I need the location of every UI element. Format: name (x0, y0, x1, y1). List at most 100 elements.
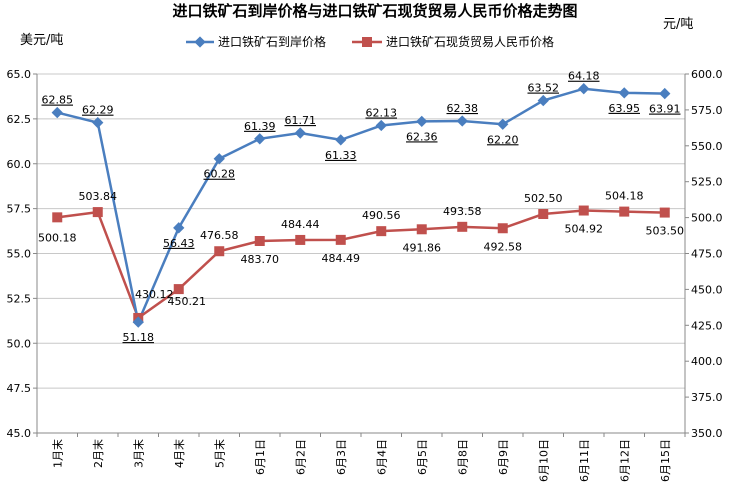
data-point-series-2 (497, 223, 508, 234)
left-axis-tick-label: 45.0 (7, 427, 32, 440)
data-label-series-2: 450.21 (168, 295, 207, 308)
data-point-series-1 (173, 222, 185, 234)
data-label-series-2: 491.86 (403, 241, 442, 254)
legend-item-series-2[interactable]: 进口铁矿石现货贸易人民币价格 (352, 34, 554, 49)
data-label-series-1: 62.13 (366, 107, 398, 120)
plot-area: 45.0 47.5 50.0 52.5 55.0 57.5 60.0 62.5 65.0 350.… (7, 68, 723, 482)
data-point-series-1 (375, 119, 387, 132)
x-axis-tick-label: 6月8日 (456, 439, 469, 475)
data-label-series-2: 500.18 (38, 231, 77, 244)
left-axis-tick-label: 65.0 (7, 68, 32, 81)
data-label-series-2: 503.50 (646, 225, 685, 238)
data-point-series-2 (52, 212, 63, 223)
left-axis-tick-label: 52.5 (7, 292, 32, 305)
left-axis-tick-label: 47.5 (7, 382, 32, 395)
data-point-series-1 (254, 133, 266, 145)
data-point-series-1 (51, 106, 63, 119)
data-label-series-2: 490.56 (362, 209, 401, 222)
data-point-series-1 (213, 153, 225, 165)
x-axis-tick-label: 6月12日 (618, 439, 631, 482)
data-label-series-2: 430.12 (135, 288, 174, 301)
right-axis-tick-label: 575.0 (691, 104, 723, 117)
chart-title: 进口铁矿石到岸价格与进口铁矿石现货贸易人民币价格走势图 (172, 2, 577, 20)
x-axis-tick-label: 6月11日 (578, 439, 591, 482)
left-axis-tick-label: 57.5 (7, 203, 32, 216)
data-label-series-1: 61.33 (325, 149, 357, 162)
series-line-series-1 (56, 87, 665, 327)
data-label-series-2: 492.58 (484, 240, 523, 253)
data-label-series-1: 63.95 (609, 102, 641, 115)
data-point-series-2 (578, 205, 589, 216)
data-label-series-1: 63.52 (528, 82, 560, 95)
data-point-series-2 (214, 246, 225, 257)
data-label-series-2: 504.92 (565, 223, 604, 236)
data-point-series-2 (457, 221, 468, 232)
data-label-series-2: 484.49 (322, 252, 361, 265)
x-axis-tick-label: 4月末 (172, 439, 186, 468)
data-label-series-1: 60.28 (204, 168, 236, 181)
data-label-series-1: 56.43 (163, 237, 195, 250)
data-label-series-1: 61.39 (244, 120, 276, 133)
data-label-series-2: 493.58 (443, 205, 482, 218)
data-point-series-2 (295, 234, 306, 245)
legend-label-series-2: 进口铁矿石现货贸易人民币价格 (386, 34, 554, 49)
left-axis-unit: 美元/吨 (20, 33, 63, 48)
data-label-series-2: 502.50 (524, 192, 563, 205)
x-axis-tick-label: 2月末 (91, 439, 105, 468)
data-point-series-2 (416, 224, 427, 235)
data-label-series-1: 61.71 (285, 114, 317, 127)
legend-item-series-1[interactable]: 进口铁矿石到岸价格 (186, 34, 326, 49)
x-axis-tick-label: 6月10日 (537, 439, 550, 482)
legend-label-series-1: 进口铁矿石到岸价格 (218, 34, 326, 49)
left-axis-tick-label: 50.0 (7, 337, 32, 350)
data-point-series-2 (659, 207, 670, 218)
data-point-series-1 (416, 115, 428, 128)
right-axis-tick-label: 475.0 (691, 248, 723, 261)
data-label-series-1: 62.36 (406, 130, 438, 143)
data-point-series-1 (456, 115, 468, 127)
x-axis-tick-label: 6月9日 (497, 439, 510, 475)
legend: 进口铁矿石到岸价格 进口铁矿石现货贸易人民币价格 (186, 34, 554, 49)
data-label-series-2: 484.44 (281, 218, 320, 231)
right-axis-tick-label: 550.0 (691, 140, 723, 153)
data-point-series-1 (618, 87, 630, 99)
right-axis-unit: 元/吨 (663, 17, 693, 32)
right-axis-tick-label: 450.0 (691, 283, 723, 296)
data-point-series-1 (659, 87, 671, 100)
data-label-series-1: 62.20 (487, 133, 519, 146)
data-point-series-1 (294, 127, 306, 139)
data-point-series-1 (132, 316, 144, 328)
data-label-series-2: 504.18 (605, 190, 644, 203)
data-label-series-1: 63.91 (649, 103, 681, 116)
left-axis-tick-label: 60.0 (7, 158, 32, 171)
data-point-series-2 (254, 236, 265, 247)
data-label-series-2: 483.70 (241, 253, 280, 266)
x-axis-tick-label: 6月3日 (335, 439, 348, 475)
right-axis-tick-label: 375.0 (691, 391, 723, 404)
x-axis-tick-label: 1月末 (50, 439, 64, 468)
right-axis-tick-label: 350.0 (691, 427, 723, 440)
data-label-series-1: 51.18 (123, 331, 155, 344)
right-axis-tick-label: 500.0 (691, 212, 723, 225)
x-axis-tick-label: 6月2日 (294, 439, 307, 475)
data-point-series-2 (173, 284, 184, 295)
left-axis-tick-label: 62.5 (7, 113, 32, 126)
data-point-series-2 (376, 226, 387, 237)
data-label-series-1: 64.18 (568, 70, 600, 83)
data-label-series-2: 503.84 (79, 190, 118, 203)
data-point-series-1 (497, 118, 509, 130)
x-axis-tick-label: 5月末 (212, 439, 226, 468)
data-point-series-2 (538, 209, 549, 220)
data-point-series-2 (92, 207, 103, 218)
data-point-series-2 (335, 234, 346, 245)
legend-marker-square-icon (362, 37, 372, 47)
data-label-series-2: 476.58 (200, 229, 239, 242)
data-point-series-1 (537, 94, 549, 107)
x-axis-tick-label: 6月4日 (375, 439, 388, 475)
right-axis-tick-label: 425.0 (691, 319, 723, 332)
right-axis-tick-label: 400.0 (691, 355, 723, 368)
series-line-series-2 (57, 209, 665, 320)
data-label-series-1: 62.85 (42, 94, 74, 107)
